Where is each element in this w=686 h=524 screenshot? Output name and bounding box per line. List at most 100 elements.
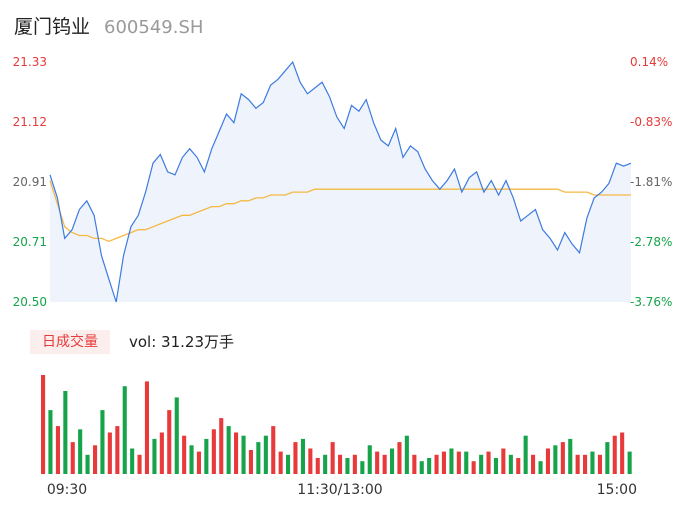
volume-bar xyxy=(553,445,558,474)
volume-bar xyxy=(583,454,588,474)
y-tick-right: -1.81% xyxy=(630,175,672,189)
volume-bar xyxy=(85,454,90,474)
x-tick-label: 15:00 xyxy=(597,482,637,498)
volume-bar xyxy=(278,451,283,474)
volume-bar xyxy=(182,435,187,474)
volume-bar xyxy=(63,391,68,474)
volume-bar xyxy=(323,454,328,474)
volume-bar xyxy=(241,435,246,474)
volume-bar xyxy=(234,432,239,474)
volume-bar xyxy=(560,442,565,474)
y-tick-right: -2.78% xyxy=(630,235,672,249)
volume-bar xyxy=(523,435,528,474)
volume-bar xyxy=(55,426,60,474)
volume-bar xyxy=(263,435,268,474)
volume-bar xyxy=(196,451,201,474)
volume-bar xyxy=(93,445,98,474)
volume-bar xyxy=(434,454,439,474)
volume-bar xyxy=(360,461,365,474)
volume-bar xyxy=(174,397,179,474)
x-tick-label: 11:30/13:00 xyxy=(297,482,382,498)
volume-bar xyxy=(508,454,513,474)
y-axis-left: 21.33 21.12 20.91 20.71 20.50 xyxy=(13,55,47,309)
y-tick-right: 0.14% xyxy=(630,55,668,69)
volume-bar xyxy=(367,445,372,474)
volume-bar xyxy=(293,442,298,474)
volume-bar xyxy=(464,451,469,474)
volume-plot xyxy=(41,375,632,474)
volume-bar xyxy=(612,435,617,474)
volume-bar xyxy=(397,442,402,474)
volume-bar xyxy=(115,426,120,474)
volume-bar xyxy=(167,410,172,474)
volume-bar xyxy=(456,451,461,474)
volume-bar xyxy=(471,461,476,474)
volume-bar xyxy=(48,410,53,474)
volume-bar xyxy=(219,418,224,474)
volume-bar xyxy=(144,381,149,474)
volume-bar xyxy=(538,461,543,474)
stock-code: 600549.SH xyxy=(104,17,204,38)
volume-label: vol: 31.23万手 xyxy=(129,333,234,351)
volume-bar xyxy=(531,454,536,474)
volume-bar xyxy=(107,432,112,474)
y-tick-right: -3.76% xyxy=(630,295,672,309)
volume-bar xyxy=(404,435,409,474)
volume-bar xyxy=(130,448,135,474)
volume-bar xyxy=(204,438,209,474)
volume-bar xyxy=(597,454,602,474)
volume-bar xyxy=(627,451,632,474)
volume-bar xyxy=(590,451,595,474)
volume-bar xyxy=(189,445,194,474)
volume-bar xyxy=(70,442,75,474)
volume-bar xyxy=(122,386,127,474)
volume-bar xyxy=(390,448,395,474)
volume-tag[interactable]: 日成交量 xyxy=(30,330,110,354)
volume-bar xyxy=(211,429,216,474)
volume-bar xyxy=(568,438,573,474)
volume-bar xyxy=(419,461,424,474)
price-plot xyxy=(49,60,632,303)
y-axis-right: 0.14% -0.83% -1.81% -2.78% -3.76% xyxy=(630,55,672,309)
average-price-line xyxy=(49,180,631,242)
stock-name: 厦门钨业 xyxy=(14,16,91,38)
y-tick-left: 21.12 xyxy=(13,115,47,129)
volume-bar xyxy=(315,458,320,474)
y-tick-right: -0.83% xyxy=(630,115,672,129)
volume-bar xyxy=(41,375,46,474)
volume-bar xyxy=(605,442,610,474)
volume-bar xyxy=(256,442,261,474)
volume-bar xyxy=(352,454,357,474)
y-tick-left: 21.33 xyxy=(13,55,47,69)
volume-bar xyxy=(338,454,343,474)
volume-bar xyxy=(137,454,142,474)
volume-bar xyxy=(100,410,105,474)
volume-bar xyxy=(286,454,291,474)
y-tick-left: 20.50 xyxy=(13,295,47,309)
y-tick-left: 20.71 xyxy=(13,235,47,249)
volume-bar xyxy=(78,429,83,474)
volume-bar xyxy=(226,426,231,474)
volume-bar xyxy=(620,432,625,474)
volume-bar xyxy=(345,458,350,474)
volume-bar xyxy=(486,451,491,474)
volume-bar xyxy=(382,454,387,474)
volume-bar xyxy=(300,438,305,474)
x-tick-label: 09:30 xyxy=(47,482,87,498)
volume-bar xyxy=(375,451,380,474)
volume-bar xyxy=(449,448,454,474)
volume-bar xyxy=(248,450,253,474)
price-area-fill xyxy=(50,62,631,302)
volume-bar xyxy=(545,448,550,474)
volume-bar xyxy=(441,451,446,474)
volume-bar xyxy=(575,454,580,474)
volume-bar xyxy=(427,458,432,474)
volume-bar xyxy=(308,448,313,474)
volume-bar xyxy=(516,458,521,474)
volume-bar xyxy=(501,448,506,474)
header: 厦门钨业 600549.SH xyxy=(14,12,203,40)
volume-bar xyxy=(412,454,417,474)
volume-bar xyxy=(271,426,276,474)
volume-bar xyxy=(493,458,498,474)
